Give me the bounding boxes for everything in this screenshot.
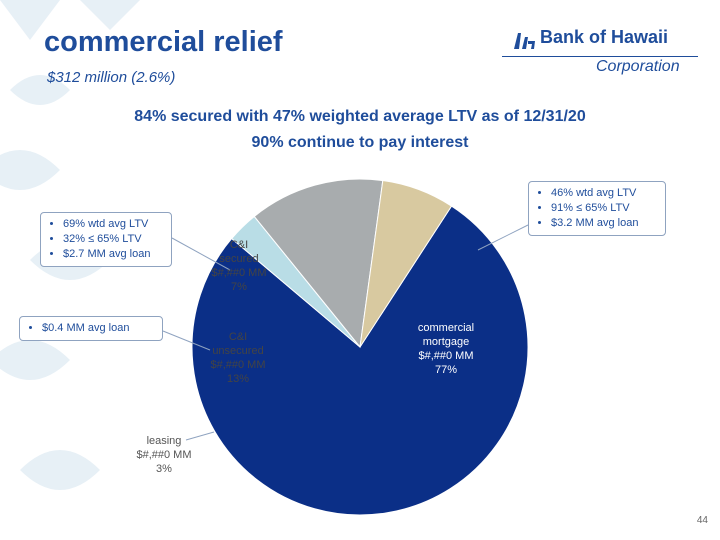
pie-label-line: commercial xyxy=(418,322,474,334)
callout-item: 91% ≤ 65% LTV xyxy=(551,201,657,216)
pie-label-line: C&I xyxy=(229,331,247,343)
pie-slice-ci-unsecured xyxy=(253,178,384,349)
logo-corporation-text: Corporation xyxy=(596,58,680,75)
callout-ci-secured: 69% wtd avg LTV 32% ≤ 65% LTV $2.7 MM av… xyxy=(40,212,172,267)
bank-logo-mark-icon xyxy=(514,33,535,49)
page-title: commercial relief xyxy=(44,26,283,58)
callout-item: $0.4 MM avg loan xyxy=(42,321,154,336)
pie-label-line: 7% xyxy=(231,281,247,293)
pie-label-line: C&I xyxy=(230,239,248,251)
bank-logo: Bank of Hawaii Corporation xyxy=(502,26,698,82)
pie-slice-commercial-mortgage xyxy=(191,205,529,516)
callout-item: 32% ≤ 65% LTV xyxy=(63,232,163,247)
leader-line-ci-unsecured xyxy=(162,330,211,351)
callout-item: 69% wtd avg LTV xyxy=(63,217,163,232)
pie-label-line: secured xyxy=(219,253,258,265)
pie-label-line: $#,##0 MM xyxy=(418,350,473,362)
callout-commercial-mortgage: 46% wtd avg LTV 91% ≤ 65% LTV $3.2 MM av… xyxy=(528,181,666,236)
pie-label-line: leasing xyxy=(147,435,182,447)
headline-interest: 90% continue to pay interest xyxy=(251,134,469,151)
pie-label-line: 13% xyxy=(227,373,249,385)
logo-divider xyxy=(502,56,698,57)
leader-line-ci-secured xyxy=(171,237,231,271)
headline-secured: 84% secured with 47% weighted average LT… xyxy=(134,108,586,125)
pie-label-line: $#,##0 MM xyxy=(211,267,266,279)
page-subtitle: $312 million (2.6%) xyxy=(47,69,176,86)
page-number: 44 xyxy=(696,515,708,526)
pie-label-line: $#,##0 MM xyxy=(210,359,265,371)
callout-item: 46% wtd avg LTV xyxy=(551,186,657,201)
pie-label-ci-unsecured: C&I unsecured $#,##0 MM 13% xyxy=(210,331,265,385)
pie-label-commercial-mortgage: commercial mortgage $#,##0 MM 77% xyxy=(418,322,474,376)
pie-slice-ci-secured xyxy=(359,179,453,348)
pie-label-line: unsecured xyxy=(212,345,263,357)
callout-item: $3.2 MM avg loan xyxy=(551,216,657,231)
callout-item: $2.7 MM avg loan xyxy=(63,247,163,262)
pie-label-line: 3% xyxy=(156,463,172,475)
pie-label-line: $#,##0 MM xyxy=(136,449,191,461)
pie-label-ci-secured: C&I secured $#,##0 MM 7% xyxy=(211,239,266,293)
pie-label-line: mortgage xyxy=(423,336,469,348)
leader-line-leasing xyxy=(185,431,215,441)
callout-ci-unsecured: $0.4 MM avg loan xyxy=(19,316,163,341)
pie-label-line: 77% xyxy=(435,364,457,376)
logo-brand-text: Bank of Hawaii xyxy=(540,27,669,47)
pie-label-leasing: leasing $#,##0 MM 3% xyxy=(136,435,191,475)
leader-line-commercial-mortgage xyxy=(477,224,529,251)
